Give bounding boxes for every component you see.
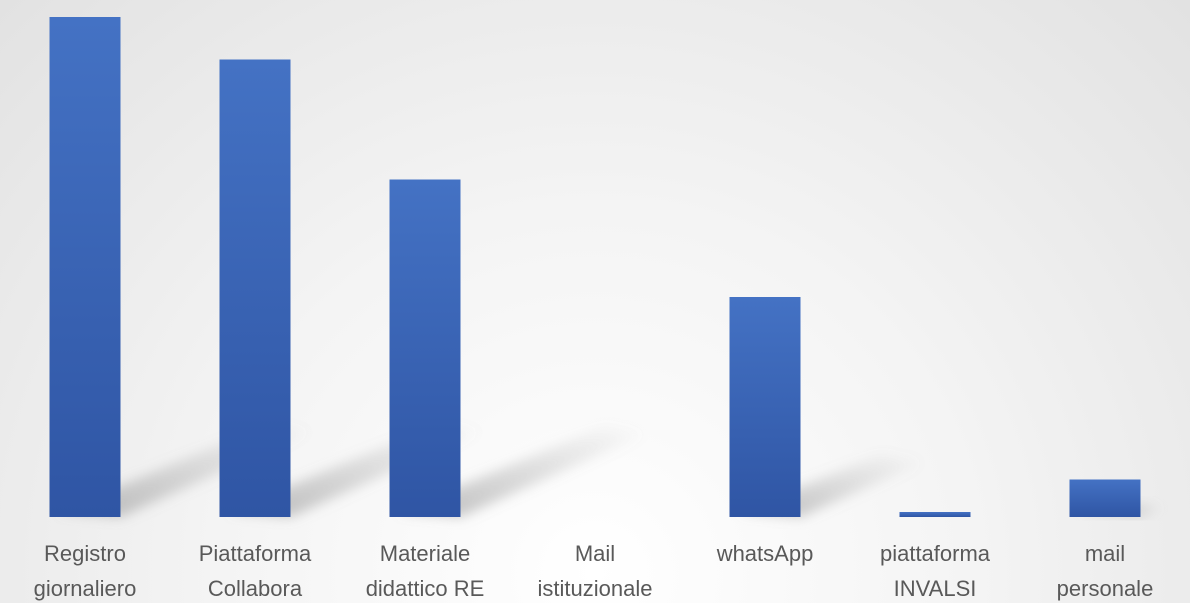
bar <box>1069 479 1141 517</box>
category-label: Registro giornaliero <box>34 541 137 601</box>
category-label-line: Collabora <box>208 576 303 601</box>
category-label-line: Mail <box>575 541 615 566</box>
category-label: mail personale <box>1057 541 1154 601</box>
bar <box>49 17 121 517</box>
category-label-line: piattaforma <box>880 541 991 566</box>
category-label: Materiale didattico RE <box>366 541 485 601</box>
bars-group <box>49 17 1141 517</box>
category-labels: Registro giornaliero Piattaforma Collabora M… <box>34 541 1154 601</box>
category-label: whatsApp <box>716 541 814 566</box>
bar <box>219 59 291 517</box>
bar <box>729 297 801 517</box>
bar <box>389 179 461 517</box>
category-label-line: INVALSI <box>894 576 977 601</box>
bar-shadow <box>399 425 647 517</box>
category-label: piattaforma INVALSI <box>880 541 991 601</box>
category-label-line: didattico RE <box>366 576 485 601</box>
category-label-line: whatsApp <box>716 541 814 566</box>
category-label-line: giornaliero <box>34 576 137 601</box>
category-label-line: mail <box>1085 541 1125 566</box>
category-label-line: istituzionale <box>538 576 653 601</box>
category-label: Mail istituzionale <box>538 541 653 601</box>
category-label-line: Registro <box>44 541 126 566</box>
bar <box>899 512 971 517</box>
category-label-line: personale <box>1057 576 1154 601</box>
category-label-line: Piattaforma <box>199 541 312 566</box>
category-label: Piattaforma Collabora <box>199 541 312 601</box>
category-label-line: Materiale <box>380 541 470 566</box>
